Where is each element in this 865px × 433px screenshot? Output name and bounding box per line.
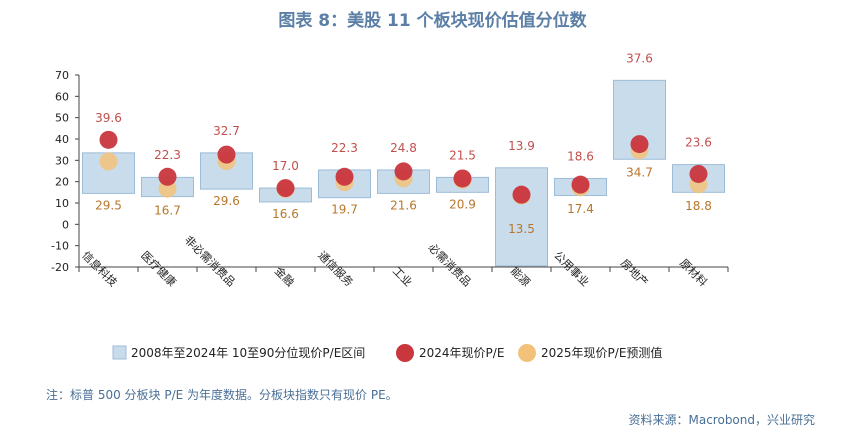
pe2024-label: 18.6 (567, 149, 594, 163)
pe2024-label: 39.6 (95, 111, 122, 125)
pe2024-marker (630, 135, 649, 154)
pe2025-label: 18.8 (685, 199, 712, 213)
pe2025-label: 17.4 (567, 202, 594, 216)
pe2025-label: 19.7 (331, 203, 358, 217)
legend-pe2024-label: 2024年现价P/E (419, 346, 504, 360)
pe2024-marker (512, 185, 531, 204)
category-label: 医疗健康 (138, 248, 179, 289)
y-axis: -20 -10 0 10 20 30 40 50 60 70 (51, 69, 729, 274)
pe2025-label: 16.7 (154, 204, 181, 218)
legend-pe2025-label: 2025年现价P/E预测值 (541, 345, 662, 360)
pe2024-label: 37.6 (626, 51, 653, 65)
category-label: 必需消费品 (425, 240, 474, 289)
pe2024-marker (453, 169, 472, 188)
legend-pe2025-swatch (518, 344, 536, 362)
pe2024-marker (335, 167, 354, 186)
category-label: 工业 (390, 264, 415, 289)
x-axis: 信息科技 医疗健康 非必需消费品 金融 通信服务 工业 必需消费品 能源 公用事业 房地产 原材料 (79, 233, 710, 290)
y-tick-label: 30 (55, 154, 69, 167)
category-label: 公用事业 (551, 249, 591, 289)
y-tick-label: 70 (55, 69, 69, 82)
pe2024-marker (99, 130, 118, 149)
legend-range-label: 2008年至2024年 10至90分位现价P/E区间 (131, 345, 365, 360)
pe2025-label: 34.7 (626, 165, 653, 179)
y-tick-label: 50 (55, 112, 69, 125)
pe2024-label: 21.5 (449, 148, 476, 162)
y-tick-label: 20 (55, 176, 69, 189)
y-tick-label: 60 (55, 90, 69, 103)
y-tick-label: 10 (55, 197, 69, 210)
range-bar (495, 167, 548, 267)
pe2024-label: 32.7 (213, 124, 240, 138)
pe2025-label: 21.6 (390, 198, 417, 212)
category-label: 非必需消费品 (182, 233, 239, 290)
source-text: 资料来源：Macrobond，兴业研究 (628, 413, 816, 427)
pe2024-marker (571, 175, 590, 194)
pe2025-label: 29.5 (95, 198, 122, 212)
y-tick-label: -20 (51, 261, 69, 274)
pe2024-label: 22.3 (154, 148, 181, 162)
pe2024-label: 23.6 (685, 136, 712, 150)
y-tick-label: -10 (51, 240, 69, 253)
y-tick-label: 40 (55, 133, 69, 146)
pe2024-marker (689, 164, 708, 183)
pe2024-label: 24.8 (390, 141, 417, 155)
y-tick-label: 0 (62, 218, 69, 231)
pe2025-label: 29.6 (213, 194, 240, 208)
legend-pe2024-swatch (396, 344, 414, 362)
pe2024-label: 13.9 (508, 139, 535, 153)
pe2024-marker (158, 167, 177, 186)
chart-title: 图表 8：美股 11 个板块现价估值分位数 (278, 11, 587, 31)
pe2024-markers (99, 130, 708, 204)
data-labels: 39.6 29.5 22.3 16.7 32.7 29.6 17.0 16.6 22.3 19.7… (95, 51, 712, 236)
pe2024-marker (276, 179, 295, 198)
pe2025-label: 20.9 (449, 197, 476, 211)
category-label: 信息科技 (79, 248, 120, 289)
category-label: 房地产 (618, 256, 651, 289)
category-label: 原材料 (677, 256, 710, 289)
pe2024-label: 17.0 (272, 159, 299, 173)
legend: 2008年至2024年 10至90分位现价P/E区间 2024年现价P/E 2025… (112, 344, 662, 362)
pe2024-marker (394, 162, 413, 181)
legend-range-swatch (112, 345, 127, 360)
pe2024-marker (217, 145, 236, 164)
footnote: 注：标普 500 分板块 P/E 为年度数据。分板块指数只有现价 PE。 (46, 388, 398, 402)
pe2025-label: 16.6 (272, 207, 299, 221)
pe2025-label: 13.5 (508, 222, 535, 236)
pe2024-label: 22.3 (331, 141, 358, 155)
pe2025-marker (99, 152, 118, 171)
category-label: 通信服务 (315, 249, 355, 289)
